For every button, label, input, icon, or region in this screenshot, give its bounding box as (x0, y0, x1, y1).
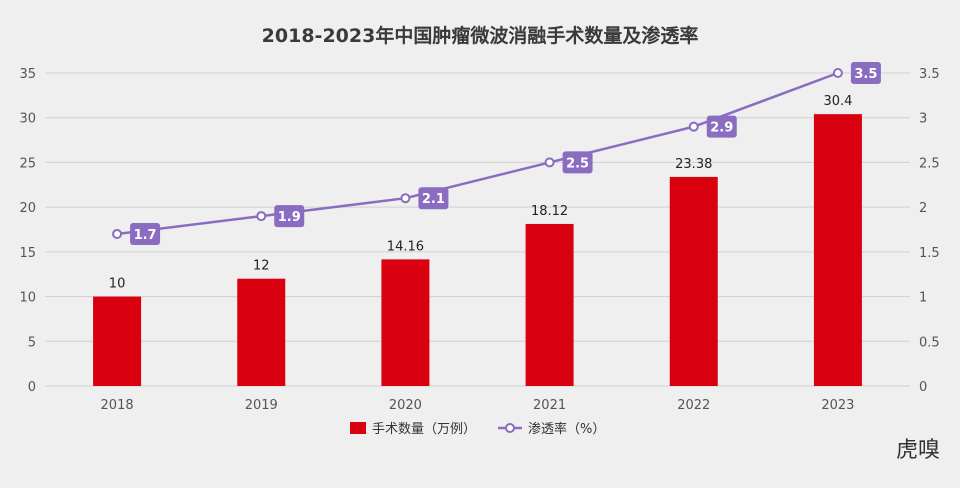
line-data-label: 1.9 (278, 210, 301, 225)
left-tick-label: 20 (19, 201, 36, 216)
bar-data-labels: 10 12 14.16 18.12 23.38 30.4 (109, 94, 853, 291)
legend-line-label: 渗透率（%） (528, 421, 605, 437)
line-data-label: 2.9 (710, 121, 733, 136)
line-data-label: 3.5 (854, 67, 877, 82)
bar-data-label: 14.16 (387, 239, 424, 254)
bar (669, 176, 718, 386)
left-tick-label: 0 (28, 380, 36, 395)
bar (237, 278, 286, 386)
line-series: 1.7 1.9 2.1 2.5 2.9 3.5 (112, 62, 881, 245)
right-tick-label: 1.5 (919, 246, 940, 261)
bar (813, 114, 862, 386)
line-data-label: 2.1 (422, 192, 445, 207)
line-data-label: 1.7 (134, 228, 157, 243)
line-point (112, 228, 123, 239)
x-tick-label: 2019 (245, 398, 278, 413)
bar-data-label: 30.4 (823, 94, 852, 109)
x-tick-label: 2018 (101, 398, 134, 413)
left-tick-label: 10 (19, 291, 36, 306)
bar (525, 223, 574, 386)
bar (93, 296, 142, 386)
watermark-logo: 虎嗅 (896, 438, 940, 463)
bar (381, 259, 430, 386)
legend: 手术数量（万例） 渗透率（%） (350, 421, 605, 437)
series-line (116, 71, 839, 236)
x-tick-label: 2022 (677, 398, 710, 413)
x-tick-label: 2020 (389, 398, 422, 413)
line-data-label-bg (418, 187, 449, 210)
right-axis-ticks: 0 0.5 1 1.5 2 2.5 3 3.5 (919, 67, 940, 395)
x-tick-label: 2023 (821, 398, 854, 413)
line-point (832, 68, 843, 78)
x-axis-ticks: 2018 2019 2020 2021 2022 2023 (101, 398, 855, 413)
bar-data-label: 12 (253, 259, 270, 274)
right-tick-label: 3.5 (919, 67, 940, 82)
right-tick-label: 2.5 (919, 156, 940, 171)
left-axis-ticks: 0 5 10 15 20 25 30 35 (19, 67, 36, 395)
line-data-label-bg (706, 115, 737, 138)
x-tick-label: 2021 (533, 398, 566, 413)
right-tick-label: 3 (919, 112, 927, 127)
line-data-label: 2.5 (566, 156, 589, 171)
bar-series (93, 114, 862, 386)
line-data-label-bg (274, 205, 305, 228)
right-tick-label: 2 (919, 201, 927, 216)
line-point (400, 193, 411, 204)
legend-line-marker (505, 423, 515, 433)
gridlines (45, 72, 910, 387)
line-data-label-bg (562, 151, 593, 174)
line-point (256, 211, 267, 222)
chart-title: 2018-2023年中国肿瘤微波消融手术数量及渗透率 (262, 24, 699, 47)
left-tick-label: 25 (19, 156, 36, 171)
left-tick-label: 15 (19, 246, 36, 261)
left-tick-label: 5 (28, 335, 36, 350)
right-tick-label: 0 (919, 380, 927, 395)
right-tick-label: 1 (919, 291, 927, 306)
bar-data-label: 10 (109, 277, 126, 292)
line-point (688, 121, 699, 132)
left-tick-label: 35 (19, 67, 36, 82)
line-data-label-bg (850, 62, 881, 84)
bar-data-label: 23.38 (675, 157, 712, 172)
left-tick-label: 30 (19, 112, 36, 127)
right-tick-label: 0.5 (919, 335, 940, 350)
bar-data-label: 18.12 (531, 204, 568, 219)
legend-bar-label: 手术数量（万例） (372, 422, 476, 437)
legend-bar-swatch (350, 422, 366, 434)
line-data-label-bg (130, 222, 161, 245)
line-point (544, 157, 555, 168)
